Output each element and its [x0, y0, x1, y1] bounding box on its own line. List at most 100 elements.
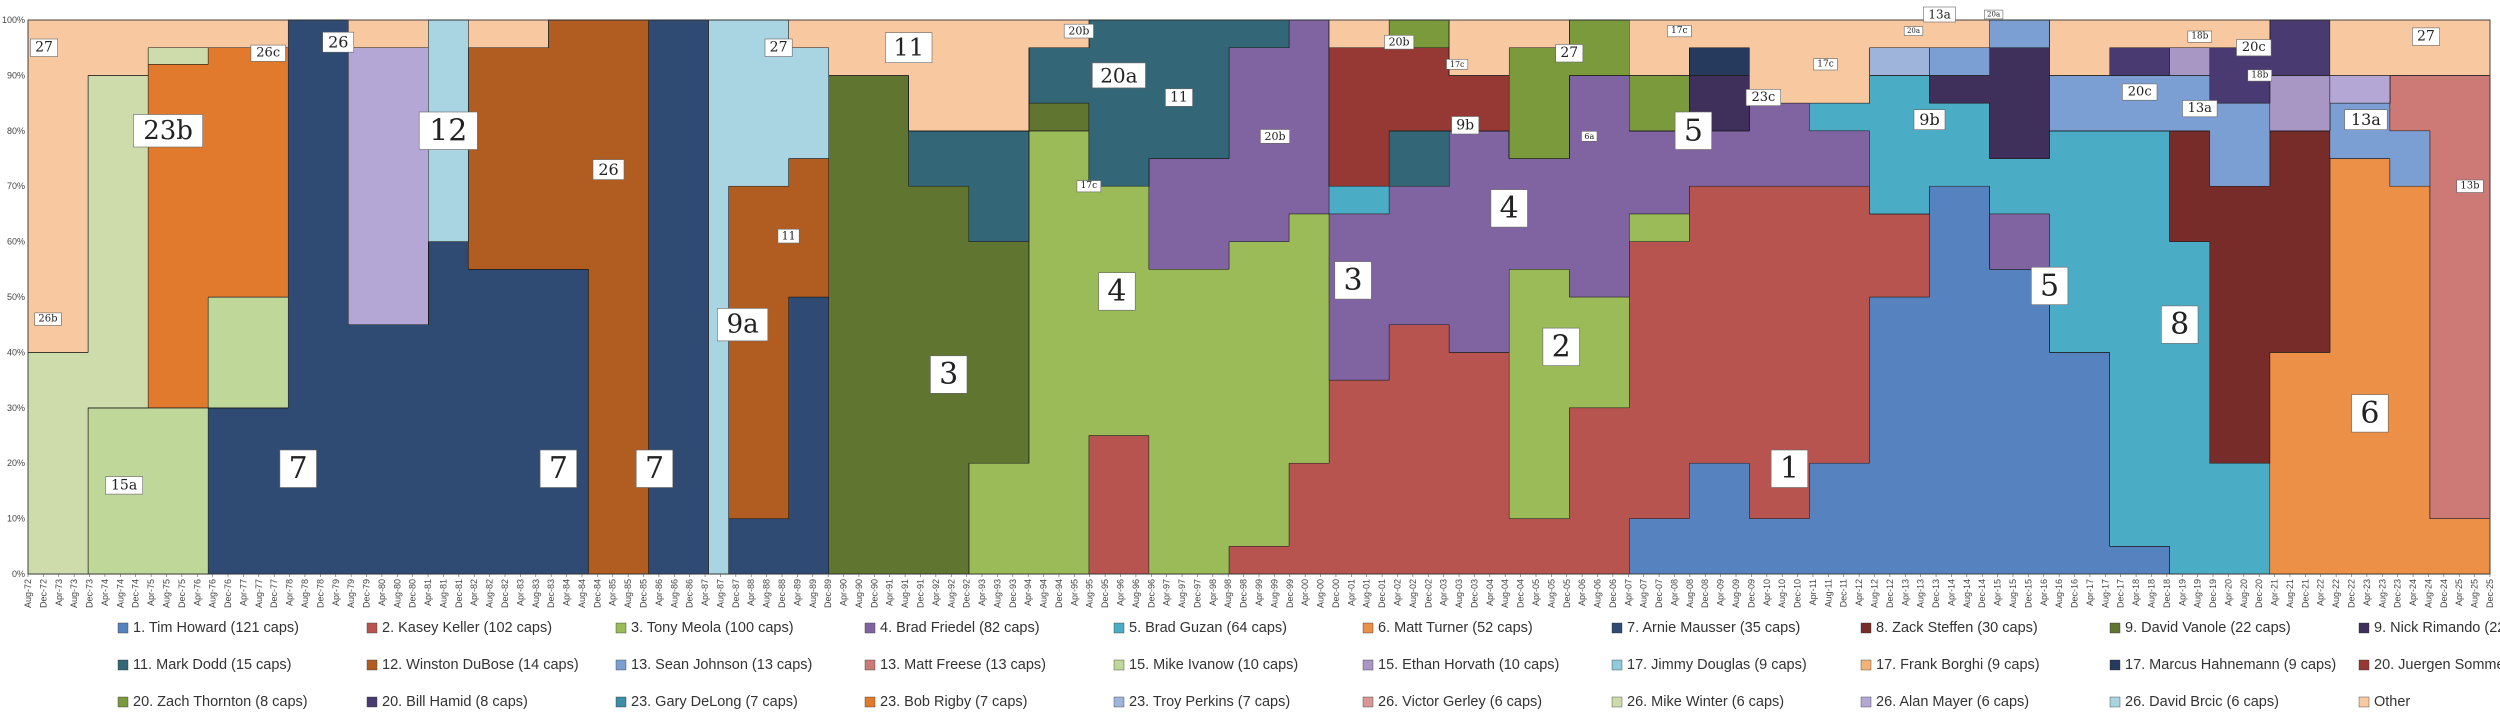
- series-label-box: [133, 114, 203, 148]
- legend-label: 8. Zack Steffen (30 caps): [1876, 620, 2038, 636]
- x-tick-label: Dec-19: [2208, 579, 2218, 608]
- x-tick-label: Apr-08: [1670, 579, 1680, 606]
- series-label-box: [635, 449, 674, 488]
- x-tick-label: Aug-98: [1223, 579, 1233, 608]
- series-label-text: 26: [328, 33, 348, 52]
- legend-item: 6. Matt Turner (52 caps): [1362, 620, 1533, 636]
- legend-item: 5. Brad Guzan (64 caps): [1113, 620, 1287, 636]
- x-tick-label: Aug-15: [2008, 579, 2018, 608]
- x-tick-label: Aug-02: [1408, 579, 1418, 608]
- x-tick-label: Aug-13: [1916, 579, 1926, 608]
- series-label-text: 17c: [1450, 60, 1465, 69]
- series-label-text: 17c: [1671, 26, 1688, 36]
- x-tick-label: Apr-77: [238, 579, 248, 606]
- x-tick-label: Apr-21: [2270, 579, 2280, 606]
- legend-label: 1. Tim Howard (121 caps): [133, 620, 299, 636]
- x-tick-label: Apr-81: [423, 579, 433, 606]
- x-tick-label: Dec-75: [177, 579, 187, 608]
- series-label: 11: [885, 32, 933, 64]
- legend-item: 20. Zach Thornton (8 caps): [117, 694, 308, 710]
- x-tick-label: Dec-80: [408, 579, 418, 608]
- x-tick-label: Dec-11: [1839, 579, 1849, 607]
- x-tick-label: Dec-79: [362, 579, 372, 608]
- series-label: 20a: [1903, 26, 1924, 36]
- series-label-box: [1674, 111, 1712, 150]
- legend-item: 9. David Vanole (22 caps): [2109, 620, 2291, 636]
- series-label-box: [1165, 88, 1193, 107]
- x-tick-label: Aug-94: [1039, 579, 1049, 608]
- x-tick-label: Dec-24: [2439, 579, 2449, 608]
- legend-swatch: [1113, 622, 1125, 634]
- x-tick-label: Apr-85: [608, 579, 618, 606]
- x-tick-label: Apr-96: [1116, 579, 1126, 606]
- legend-item: 26. Mike Winter (6 caps): [1611, 694, 1784, 710]
- legend-swatch: [615, 659, 627, 671]
- series-label-box: [764, 38, 793, 57]
- series-label-box: [1076, 180, 1102, 193]
- x-tick-label: Dec-96: [1146, 579, 1156, 608]
- series-label-box: [777, 228, 800, 244]
- series-label-text: 27: [2417, 29, 2435, 45]
- series-label-box: [1770, 449, 1808, 488]
- series-label-box: [1063, 23, 1094, 39]
- series-label-box: [34, 312, 62, 326]
- x-tick-label: Aug-93: [992, 579, 1002, 608]
- series-label-box: [250, 44, 286, 62]
- series-label-box: [1542, 327, 1580, 366]
- legend-swatch: [1362, 696, 1374, 708]
- series-label-text: 26b: [38, 314, 57, 325]
- legend-swatch: [615, 622, 627, 634]
- series-label-box: [1334, 261, 1372, 300]
- legend-swatch: [1113, 659, 1125, 671]
- series-label: 26c: [250, 44, 286, 62]
- series-label: 27: [2412, 27, 2440, 46]
- x-tick-label: Dec-14: [1977, 579, 1987, 608]
- series-label: 7: [635, 449, 674, 488]
- x-tick-label: Apr-01: [1346, 579, 1356, 606]
- legend-item: 20. Bill Hamid (8 caps): [366, 694, 528, 710]
- legend-label: 17. Jimmy Douglas (9 caps): [1627, 657, 1807, 673]
- legend-item: 17. Frank Borghi (9 caps): [1860, 657, 2040, 673]
- series-label: 26b: [34, 312, 62, 326]
- legend-label: 17. Frank Borghi (9 caps): [1876, 657, 2040, 673]
- x-tick-label: Aug-80: [392, 579, 402, 608]
- y-tick-label: 50%: [7, 292, 25, 302]
- series-label-box: [2247, 69, 2273, 82]
- series-label-box: [2122, 83, 2158, 101]
- x-tick-label: Aug-86: [669, 579, 679, 608]
- x-tick-label: Apr-02: [1393, 579, 1403, 606]
- legend-label: 23. Troy Perkins (7 caps): [1129, 694, 1290, 710]
- legend-swatch: [366, 696, 378, 708]
- x-tick-label: Aug-24: [2423, 579, 2433, 608]
- legend-label: 11. Mark Dodd (15 caps): [133, 657, 292, 673]
- series-label-text: 11: [893, 34, 924, 62]
- x-tick-label: Aug-10: [1777, 579, 1787, 608]
- x-tick-label: Dec-87: [731, 579, 741, 608]
- series-label-box: [2351, 394, 2389, 433]
- legend-swatch: [2109, 622, 2121, 634]
- legend-label: 20. Zach Thornton (8 caps): [133, 694, 308, 710]
- x-tick-label: Aug-95: [1085, 579, 1095, 608]
- x-tick-label: Apr-91: [885, 579, 895, 606]
- x-tick-label: Apr-79: [331, 579, 341, 606]
- series-label: 13a: [1923, 6, 1956, 23]
- x-tick-label: Aug-78: [300, 579, 310, 608]
- series-label-box: [1984, 9, 2004, 20]
- series-label-box: [1260, 129, 1291, 144]
- legend-item: 1. Tim Howard (121 caps): [117, 620, 299, 636]
- legend-label: 17. Marcus Hahnemann (9 caps): [2125, 657, 2336, 673]
- x-tick-label: Aug-97: [1177, 579, 1187, 608]
- x-tick-label: Aug-18: [2147, 579, 2157, 608]
- x-tick-label: Dec-93: [1008, 579, 1018, 608]
- x-tick-label: Aug-88: [762, 579, 772, 608]
- x-tick-label: Dec-99: [1285, 579, 1295, 608]
- legend-label: 13. Sean Johnson (13 caps): [631, 657, 812, 673]
- legend-item: 11. Mark Dodd (15 caps): [117, 657, 292, 673]
- x-tick-label: Dec-84: [592, 579, 602, 608]
- x-tick-label: Apr-76: [192, 579, 202, 606]
- y-tick-label: 100%: [2, 15, 25, 25]
- legend-swatch: [1362, 659, 1374, 671]
- series-label: 12: [418, 111, 478, 150]
- series-label-box: [1446, 58, 1469, 70]
- series-label-text: 18b: [2251, 70, 2268, 80]
